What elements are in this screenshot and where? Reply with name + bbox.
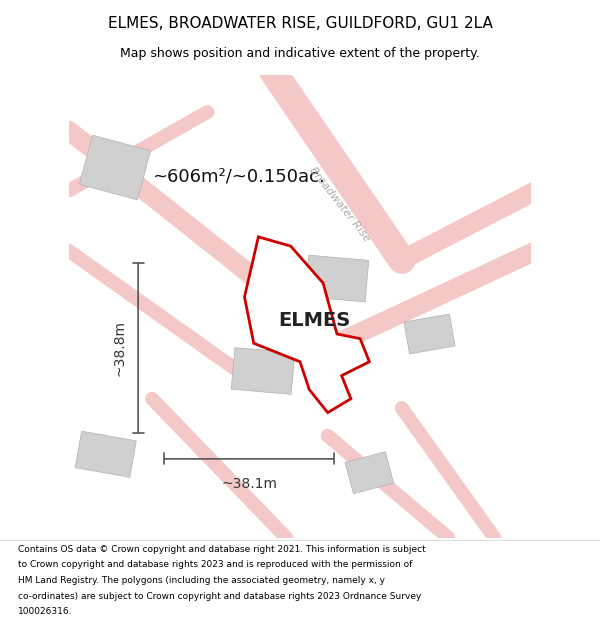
Polygon shape — [75, 431, 136, 478]
Polygon shape — [245, 237, 370, 412]
Text: to Crown copyright and database rights 2023 and is reproduced with the permissio: to Crown copyright and database rights 2… — [18, 560, 412, 569]
Polygon shape — [231, 348, 295, 394]
Text: ELMES: ELMES — [278, 311, 350, 329]
Text: co-ordinates) are subject to Crown copyright and database rights 2023 Ordnance S: co-ordinates) are subject to Crown copyr… — [18, 592, 421, 601]
Polygon shape — [404, 314, 455, 354]
Text: Contains OS data © Crown copyright and database right 2021. This information is : Contains OS data © Crown copyright and d… — [18, 544, 426, 554]
Polygon shape — [345, 452, 394, 494]
Text: Broadwater Rise: Broadwater Rise — [307, 165, 371, 244]
Text: ~606m²/~0.150ac.: ~606m²/~0.150ac. — [152, 168, 325, 186]
Text: ~38.1m: ~38.1m — [221, 478, 277, 491]
Text: Map shows position and indicative extent of the property.: Map shows position and indicative extent… — [120, 46, 480, 59]
Text: 100026316.: 100026316. — [18, 608, 73, 616]
Polygon shape — [305, 255, 369, 302]
Text: ELMES, BROADWATER RISE, GUILDFORD, GU1 2LA: ELMES, BROADWATER RISE, GUILDFORD, GU1 2… — [107, 16, 493, 31]
Text: HM Land Registry. The polygons (including the associated geometry, namely x, y: HM Land Registry. The polygons (includin… — [18, 576, 385, 585]
Polygon shape — [79, 135, 151, 200]
Text: ~38.8m: ~38.8m — [113, 320, 127, 376]
